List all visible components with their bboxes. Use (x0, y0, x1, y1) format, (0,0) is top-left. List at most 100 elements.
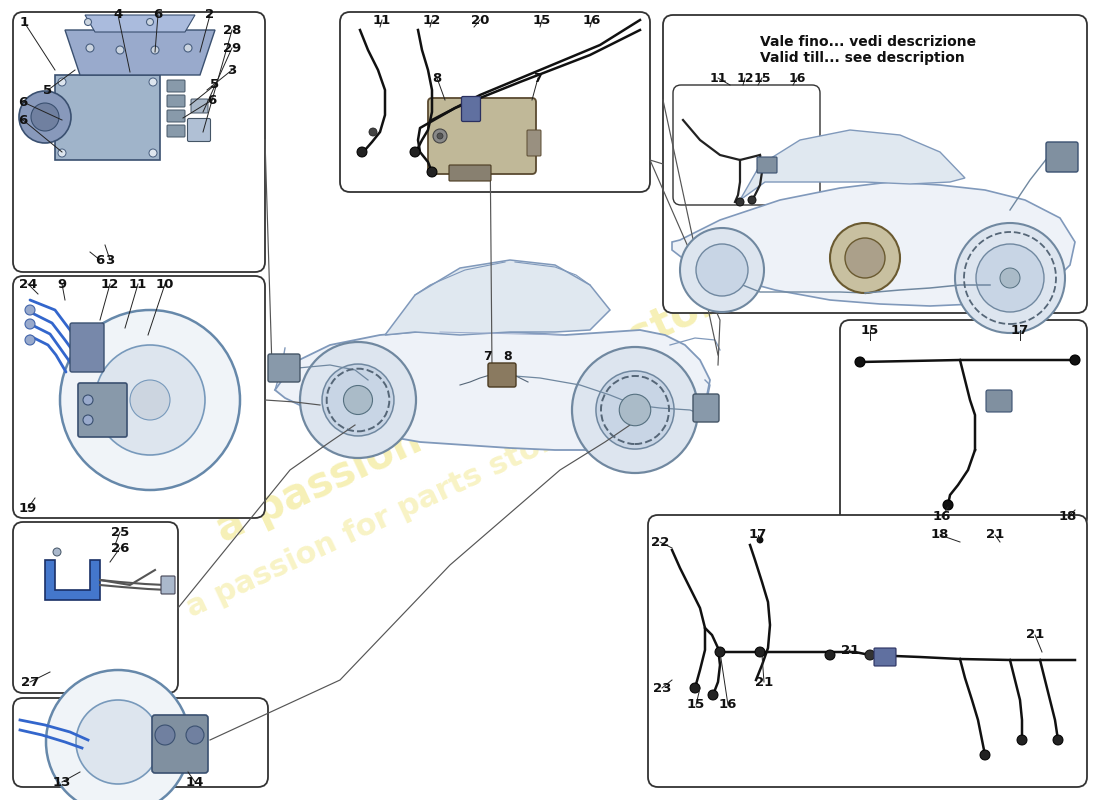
Circle shape (184, 44, 192, 52)
Circle shape (146, 18, 154, 26)
Circle shape (572, 347, 698, 473)
Circle shape (85, 18, 91, 26)
Circle shape (980, 750, 990, 760)
Circle shape (1000, 268, 1020, 288)
Text: 18: 18 (1059, 510, 1077, 523)
Circle shape (25, 335, 35, 345)
Circle shape (322, 364, 394, 436)
Text: 23: 23 (652, 682, 671, 694)
FancyBboxPatch shape (78, 383, 126, 437)
Circle shape (82, 395, 94, 405)
FancyBboxPatch shape (449, 165, 491, 181)
FancyBboxPatch shape (673, 85, 820, 205)
Circle shape (76, 700, 160, 784)
Text: 12: 12 (736, 71, 754, 85)
Text: 9: 9 (57, 278, 67, 290)
Circle shape (690, 683, 700, 693)
FancyBboxPatch shape (167, 110, 185, 122)
FancyBboxPatch shape (13, 522, 178, 693)
Circle shape (757, 537, 763, 543)
Circle shape (58, 78, 66, 86)
Circle shape (31, 103, 59, 131)
Text: 16: 16 (718, 698, 737, 711)
Text: 21: 21 (1026, 629, 1044, 642)
Text: 15: 15 (686, 698, 705, 711)
Text: 5: 5 (43, 83, 53, 97)
Text: a passion for parts store: a passion for parts store (209, 269, 750, 551)
Polygon shape (45, 560, 100, 600)
Polygon shape (65, 30, 214, 75)
Text: 25: 25 (111, 526, 129, 538)
Polygon shape (740, 130, 965, 200)
FancyBboxPatch shape (191, 99, 208, 113)
Text: 14: 14 (186, 775, 205, 789)
Text: 6: 6 (19, 95, 28, 109)
Circle shape (82, 415, 94, 425)
FancyBboxPatch shape (1046, 142, 1078, 172)
Circle shape (680, 228, 764, 312)
Circle shape (148, 78, 157, 86)
Polygon shape (275, 330, 710, 450)
Circle shape (748, 196, 756, 204)
Text: 12: 12 (422, 14, 441, 26)
Text: 6: 6 (19, 114, 28, 126)
Circle shape (943, 500, 953, 510)
Polygon shape (55, 75, 160, 160)
Circle shape (19, 91, 72, 143)
Text: 15: 15 (532, 14, 551, 26)
Text: 10: 10 (156, 278, 174, 290)
FancyBboxPatch shape (840, 320, 1087, 528)
Circle shape (300, 342, 416, 458)
Circle shape (155, 725, 175, 745)
FancyBboxPatch shape (13, 12, 265, 272)
Text: 18: 18 (931, 529, 949, 542)
Circle shape (596, 371, 674, 449)
Polygon shape (385, 260, 611, 335)
FancyBboxPatch shape (152, 715, 208, 773)
Text: 27: 27 (21, 675, 40, 689)
Polygon shape (85, 15, 195, 32)
Text: 21: 21 (840, 643, 859, 657)
Circle shape (619, 394, 651, 426)
Text: 16: 16 (933, 510, 952, 523)
Text: 8: 8 (504, 350, 513, 363)
Text: 12: 12 (101, 278, 119, 290)
Text: 15: 15 (861, 323, 879, 337)
FancyBboxPatch shape (13, 698, 268, 787)
Text: 7: 7 (534, 71, 542, 85)
Text: 17: 17 (1011, 323, 1030, 337)
Circle shape (46, 670, 190, 800)
Circle shape (86, 44, 94, 52)
Circle shape (427, 167, 437, 177)
Circle shape (1070, 355, 1080, 365)
Text: 16: 16 (583, 14, 602, 26)
Circle shape (755, 647, 764, 657)
Text: 4: 4 (113, 9, 122, 22)
Circle shape (130, 380, 170, 420)
Circle shape (60, 310, 240, 490)
Circle shape (708, 690, 718, 700)
Circle shape (825, 650, 835, 660)
FancyBboxPatch shape (757, 157, 777, 173)
Circle shape (148, 149, 157, 157)
FancyBboxPatch shape (167, 95, 185, 107)
Text: 7: 7 (484, 350, 493, 363)
Circle shape (855, 357, 865, 367)
Text: 21: 21 (755, 675, 773, 689)
Text: 11: 11 (129, 278, 147, 290)
Text: 26: 26 (111, 542, 129, 554)
Circle shape (53, 548, 60, 556)
FancyBboxPatch shape (187, 118, 210, 142)
FancyBboxPatch shape (462, 97, 481, 122)
FancyBboxPatch shape (415, 72, 565, 188)
Circle shape (343, 386, 373, 414)
Circle shape (358, 147, 367, 157)
Text: 5: 5 (210, 78, 220, 91)
FancyBboxPatch shape (986, 390, 1012, 412)
Text: 19: 19 (19, 502, 37, 514)
Circle shape (433, 129, 447, 143)
Text: 16: 16 (789, 71, 805, 85)
FancyBboxPatch shape (488, 363, 516, 387)
FancyBboxPatch shape (70, 323, 104, 372)
FancyBboxPatch shape (648, 515, 1087, 787)
